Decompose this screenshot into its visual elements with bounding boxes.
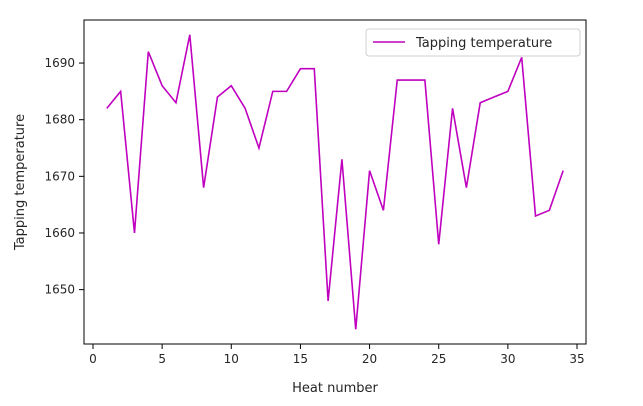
y-tick-label: 1690: [44, 56, 75, 70]
plot-area: [83, 19, 587, 345]
x-tick-label: 10: [224, 352, 239, 366]
x-tick-label: 15: [293, 352, 308, 366]
y-tick-label: 1650: [44, 283, 75, 297]
x-tick-label: 5: [158, 352, 166, 366]
y-tick-label: 1680: [44, 113, 75, 127]
legend: Tapping temperature: [365, 28, 581, 57]
y-axis: 1650 1660 1670 1680 1690: [44, 56, 84, 297]
y-tick-label: 1670: [44, 169, 75, 183]
x-axis: 0 5 10 15 20 25 30 35: [89, 344, 585, 366]
x-tick-label: 25: [431, 352, 446, 366]
legend-box: [365, 28, 581, 57]
y-tick-label: 1660: [44, 226, 75, 240]
legend-entry-label: Tapping temperature: [415, 36, 552, 51]
x-tick-label: 35: [569, 352, 584, 366]
x-axis-label: Heat number: [292, 381, 378, 396]
x-tick-label: 20: [362, 352, 377, 366]
series-layer: [106, 34, 564, 330]
x-tick-label: 30: [500, 352, 515, 366]
y-axis-label: Tapping temperature: [13, 114, 28, 251]
series-line-tapping-temperature: [106, 34, 564, 330]
x-tick-label: 0: [89, 352, 97, 366]
